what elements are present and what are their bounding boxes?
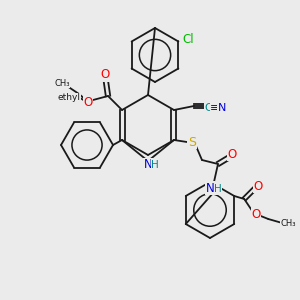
Text: O: O: [227, 148, 237, 160]
Text: N: N: [218, 103, 226, 113]
Text: O: O: [100, 68, 109, 82]
Text: N: N: [206, 182, 214, 194]
Text: Cl: Cl: [183, 33, 194, 46]
Text: CH₃: CH₃: [280, 218, 296, 227]
Text: N: N: [144, 158, 152, 172]
Text: CH₃: CH₃: [54, 79, 70, 88]
Text: C: C: [204, 103, 212, 113]
Text: H: H: [151, 160, 159, 170]
Text: H: H: [214, 184, 222, 194]
Text: ethyl: ethyl: [58, 94, 80, 103]
Text: O: O: [83, 95, 93, 109]
Text: ≡: ≡: [210, 103, 220, 113]
Text: S: S: [188, 136, 196, 148]
Text: O: O: [252, 208, 261, 220]
Text: O: O: [254, 179, 263, 193]
